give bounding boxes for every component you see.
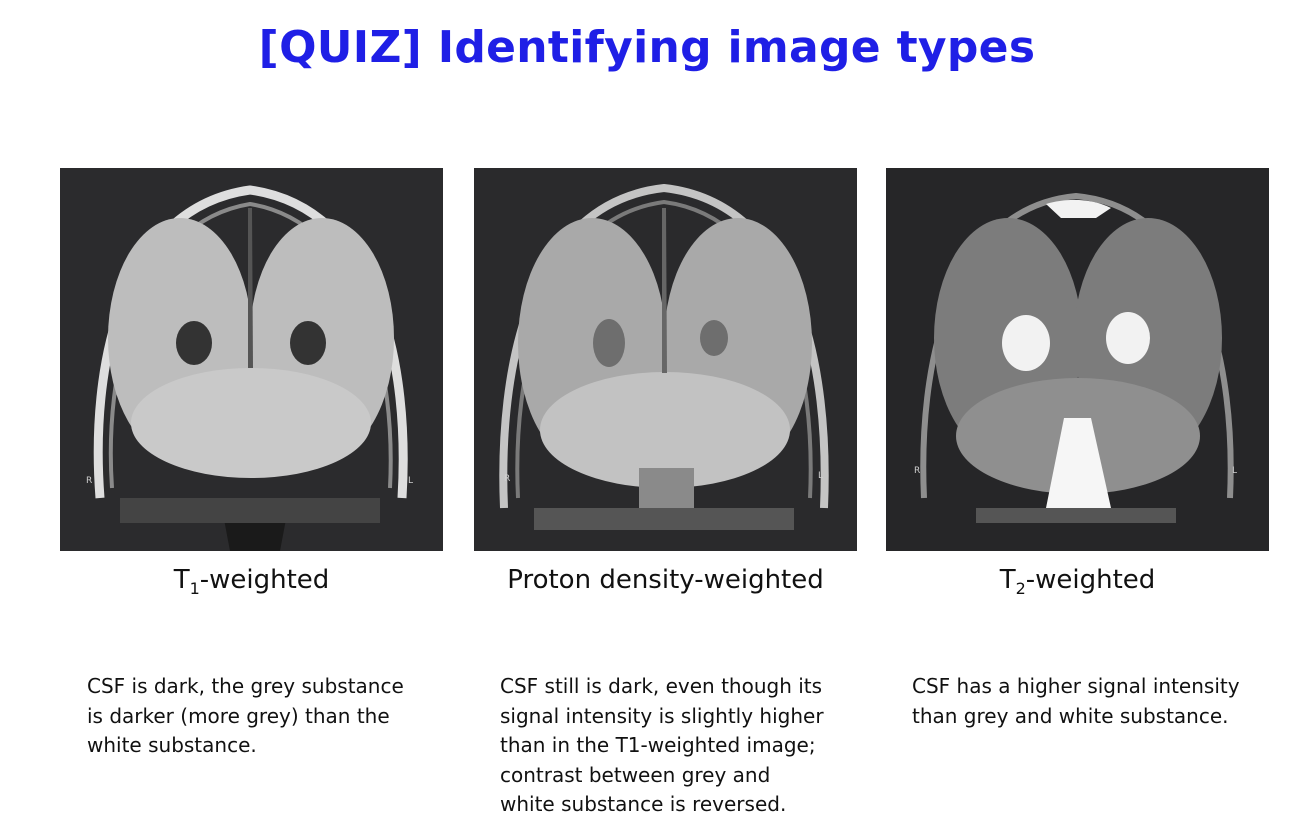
t1-panel: R L T1-weighted <box>60 168 443 598</box>
t1-caption: T1-weighted <box>173 565 330 598</box>
t2-panel: R L T2-weighted <box>886 168 1269 598</box>
t1-mri-image: R L <box>60 168 443 551</box>
left-marker: L <box>1232 466 1237 476</box>
right-marker: R <box>86 476 92 486</box>
pd-mri-image: R L <box>474 168 857 551</box>
t2-mri-image: R L <box>886 168 1269 551</box>
t2-caption: T2-weighted <box>999 565 1156 598</box>
t1-brain-scan: R L <box>60 168 443 551</box>
right-marker: R <box>914 466 920 476</box>
t2-brain-scan: R L <box>886 168 1269 551</box>
pd-caption: Proton density-weighted <box>507 565 824 595</box>
right-marker: R <box>504 474 510 484</box>
pd-description: CSF still is dark, even though its signa… <box>500 674 824 816</box>
slide-title: [QUIZ] Identifying image types <box>258 22 1036 73</box>
t2-description: CSF has a higher signal intensity than g… <box>912 674 1240 728</box>
left-marker: L <box>818 471 823 481</box>
pd-panel: R L Proton density-weighted <box>474 168 857 595</box>
left-marker: L <box>408 476 413 486</box>
pd-brain-scan: R L <box>474 168 857 551</box>
t1-description: CSF is dark, the grey substance is darke… <box>87 674 404 757</box>
